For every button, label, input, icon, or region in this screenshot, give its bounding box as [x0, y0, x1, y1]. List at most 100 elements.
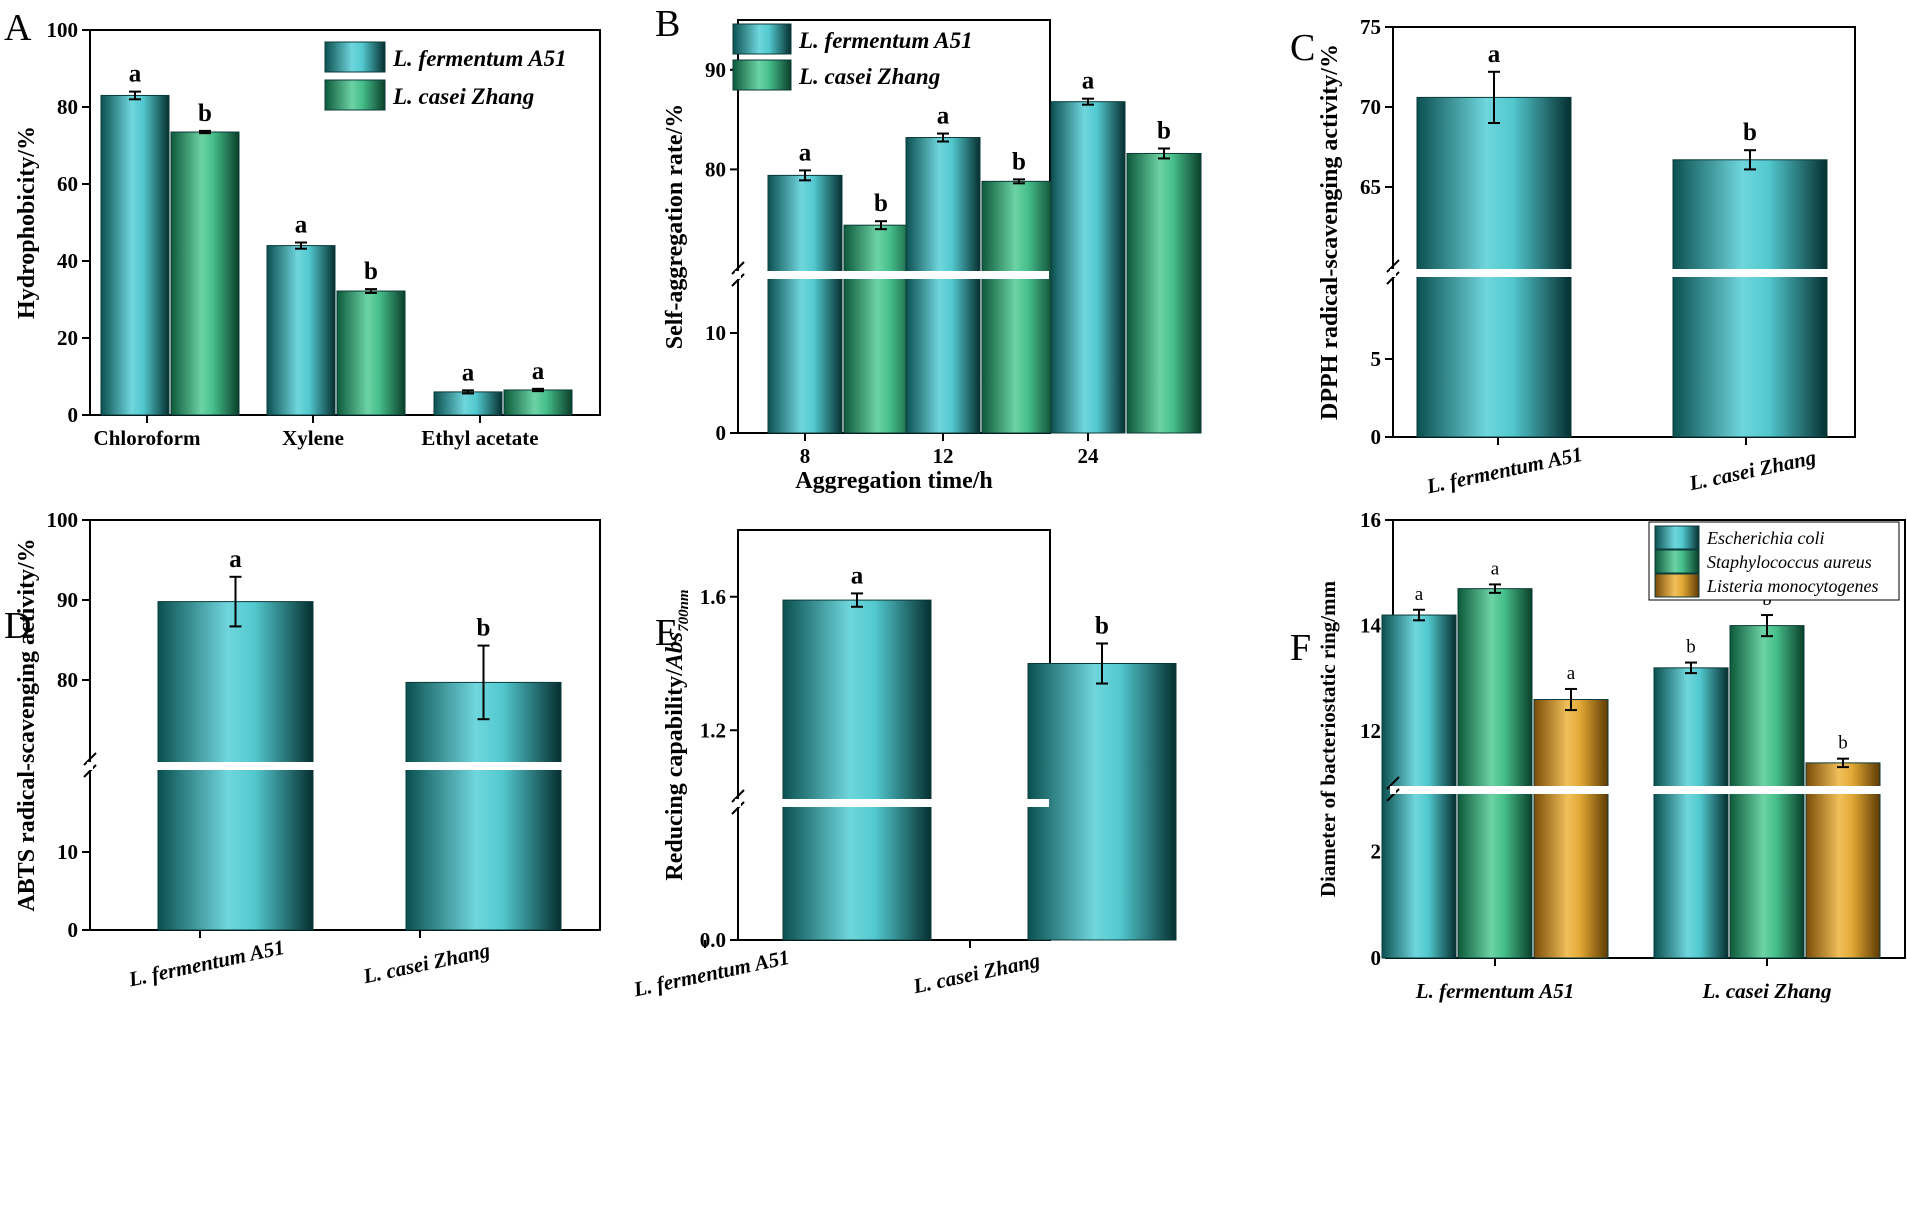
y-tick-label: 80: [705, 157, 726, 181]
y-axis-label: Reducing capability/Abs700nm: [662, 589, 692, 880]
significance-letter: b: [1012, 148, 1026, 175]
significance-letter: a: [1082, 68, 1095, 95]
y-tick-label: 75: [1360, 15, 1381, 39]
bar-l-fermentum-a51-chloroform: [100, 94, 170, 416]
y-tick-label: 0.0: [700, 928, 726, 952]
y-tick-label: 10: [705, 321, 726, 345]
significance-letter: a: [937, 103, 950, 130]
significance-letter: b: [874, 190, 888, 217]
axis-break-slash: [1386, 776, 1400, 790]
y-axis-label: Self-aggregation rate/%: [662, 104, 688, 350]
legend-entry: L. casei Zhang: [798, 64, 940, 89]
bar-l-fermentum-a51-24: [1050, 101, 1126, 434]
y-tick-label: 0: [716, 421, 727, 445]
legend-entry: L. casei Zhang: [392, 84, 534, 109]
x-category-label: L. casei Zhang: [360, 938, 492, 988]
axis-break-slash: [731, 789, 745, 803]
significance-letter: b: [1095, 612, 1109, 639]
y-tick-label: 14: [1360, 614, 1382, 638]
bar-dpph-l-casei-zhang: [1672, 159, 1828, 438]
bar-l-casei-zhang-24: [1126, 152, 1202, 434]
y-tick-label: 60: [57, 172, 78, 196]
panel-letter-a: A: [4, 7, 32, 49]
significance-letter: b: [1743, 119, 1757, 146]
plot-frame: [1392, 26, 1856, 438]
y-tick-label: 12: [1360, 719, 1381, 743]
significance-letter: a: [129, 61, 142, 88]
significance-letter: b: [364, 258, 378, 285]
x-category-label: 24: [1078, 444, 1100, 468]
y-tick-label: 80: [57, 95, 78, 119]
significance-letter: a: [1415, 584, 1424, 605]
bar-l-fermentum-a51-12: [905, 137, 981, 434]
legend-swatch: [1654, 549, 1700, 574]
axis-break-gap: [735, 271, 741, 279]
x-category-label: Xylene: [282, 426, 344, 450]
y-tick-label: 40: [57, 249, 78, 273]
y-tick-label: 100: [47, 508, 79, 532]
x-category-label: L. casei Zhang: [1702, 979, 1832, 1003]
panel-a-hydrophobicity-chart: 0 20 40 60 80 100 Hydrophobicity/% a b Chloroform…: [14, 18, 601, 450]
x-category-label: L. fermentum A51: [126, 935, 287, 992]
legend-swatch: [732, 23, 792, 55]
panel-letter-d: D: [4, 605, 31, 647]
panel-e-reducing-chart: 0.0 1.2 1.6 Reducing capability/Abs700nm a L.…: [631, 529, 1177, 1002]
axis-break-slash: [1386, 259, 1400, 273]
y-axis-label: Diameter of bacteriostatic ring/mm: [1316, 580, 1340, 897]
y-tick-label: 100: [47, 18, 79, 42]
plot-frame: [89, 519, 601, 931]
y-tick-label: 0: [1371, 425, 1382, 449]
y-tick-label: 1.6: [700, 585, 726, 609]
x-category-label: 12: [933, 444, 954, 468]
x-category-label: L. casei Zhang: [1686, 445, 1818, 495]
panel-d-abts-chart: 0 10 80 90 100 ABTS radical-scavenging activi…: [14, 508, 601, 992]
panel-f-bacteriostatic-chart: 0 2 12 14 16 Diameter of bacteriostatic ring/…: [1316, 508, 1906, 1003]
legend-entry: Escherichia coli: [1706, 528, 1824, 548]
y-tick-label: 90: [57, 588, 78, 612]
significance-letter: b: [1157, 117, 1171, 144]
significance-letter: b: [1838, 733, 1848, 754]
x-category-label: 8: [800, 444, 811, 468]
significance-letter: a: [799, 139, 812, 166]
y-tick-label: 0: [68, 918, 79, 942]
significance-letter: a: [462, 359, 475, 386]
bar-reducing-capability-l-fermentum-a51: [782, 599, 932, 941]
x-category-label: L. casei Zhang: [910, 948, 1042, 998]
bar-listeria-monocytogenes-l-fermentum-a51: [1533, 699, 1609, 959]
y-axis-label: ABTS radical-scavenging activity/%: [14, 538, 40, 911]
axis-break-band: [1394, 786, 1904, 794]
x-category-label: Ethyl acetate: [421, 426, 538, 450]
x-axis-label: Aggregation time/h: [795, 468, 993, 494]
y-tick-label: 16: [1360, 508, 1381, 532]
bar-l-casei-zhang-ethyl-acetate: [503, 389, 573, 416]
axis-break-band: [91, 762, 599, 770]
legend-swatch: [324, 41, 386, 73]
y-tick-label: 5: [1371, 347, 1382, 371]
significance-letter: a: [229, 546, 242, 573]
bar-abts-l-casei-zhang: [405, 681, 562, 931]
x-category-label: L. fermentum A51: [1424, 442, 1585, 499]
panel-letter-f: F: [1290, 627, 1311, 669]
bar-dpph-l-fermentum-a51: [1416, 96, 1572, 438]
panel-letter-e: E: [655, 612, 678, 654]
legend-entry: L. fermentum A51: [392, 46, 567, 71]
legend-entry: Staphylococcus aureus: [1707, 552, 1872, 572]
axis-break-slash: [731, 801, 745, 815]
y-tick-label: 1.2: [700, 718, 726, 742]
panel-b-self-aggregation-chart: 0 10 80 90 Self-aggregation rate/% a b 8 a b 12 a b 2…: [662, 19, 1202, 494]
y-tick-label: 80: [57, 668, 78, 692]
y-tick-label: 10: [57, 840, 78, 864]
legend-entry: L. fermentum A51: [798, 28, 973, 53]
bar-l-fermentum-a51-8: [767, 174, 843, 434]
legend-swatch: [1654, 573, 1700, 598]
axis-break-gap: [1390, 269, 1396, 277]
bar-listeria-monocytogenes-l-casei-zhang: [1805, 762, 1881, 959]
bar-l-fermentum-a51-xylene: [266, 245, 336, 416]
bar-l-casei-zhang-xylene: [336, 290, 406, 416]
axis-break-slash: [83, 752, 97, 766]
significance-letter: a: [1567, 663, 1576, 684]
legend-swatch: [324, 79, 386, 111]
y-axis-label: DPPH radical-scavenging activity/%: [1317, 44, 1343, 420]
bar-reducing-capability-l-casei-zhang: [1027, 663, 1177, 941]
